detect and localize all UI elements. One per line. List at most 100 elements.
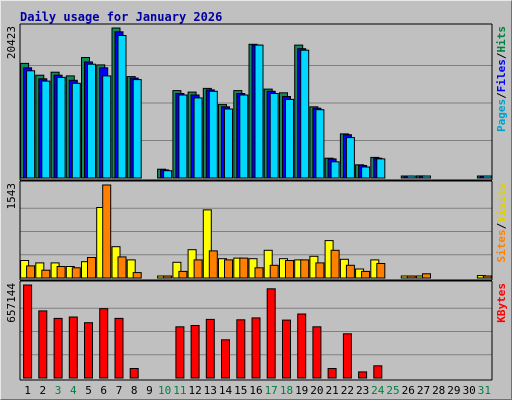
bar-sites-day-27 — [422, 273, 431, 279]
bar-pages-day-23 — [361, 166, 371, 179]
bar-pages-day-5 — [87, 63, 96, 179]
bar-pages-day-20 — [315, 109, 325, 179]
x-tick-label-day-14: 14 — [219, 384, 233, 397]
bar-pages-day-17 — [269, 93, 279, 179]
bar-sites-day-19 — [300, 259, 310, 279]
bar-sites-day-2 — [41, 269, 51, 279]
bar-sites-day-24 — [376, 263, 386, 279]
panel-visits-legend: Sites/Visits — [495, 183, 508, 263]
panel-hits-ymax-label: 20423 — [5, 26, 18, 59]
bar-kbytes-day-8 — [129, 368, 139, 379]
bar-sites-day-12 — [193, 259, 203, 279]
bar-kbytes-day-4 — [68, 316, 78, 379]
bar-pages-day-22 — [345, 137, 355, 179]
series-visits — [20, 207, 486, 279]
bar-pages-day-3 — [56, 76, 66, 179]
panel-kbytes: 657144 KBytes — [5, 280, 508, 381]
bar-kbytes-day-24 — [373, 365, 383, 379]
bar-kbytes-day-22 — [342, 333, 352, 379]
bar-kbytes-day-2 — [38, 310, 48, 379]
x-tick-label-day-29: 29 — [447, 384, 460, 397]
bar-sites-day-18 — [285, 260, 294, 279]
bar-pages-day-10 — [163, 170, 173, 179]
legend-entry-visits: Visits — [495, 183, 508, 223]
bar-kbytes-day-15 — [236, 319, 246, 379]
bar-pages-day-4 — [71, 82, 81, 179]
series-sites — [26, 184, 492, 279]
x-tick-label-day-4: 4 — [70, 384, 77, 397]
bar-sites-day-11 — [178, 270, 188, 279]
x-tick-label-day-26: 26 — [402, 384, 415, 397]
x-tick-label-day-22: 22 — [341, 384, 354, 397]
bar-kbytes-day-19 — [297, 313, 307, 379]
bar-kbytes-day-6 — [99, 308, 109, 379]
x-tick-label-day-20: 20 — [310, 384, 323, 397]
x-tick-label-day-30: 30 — [463, 384, 476, 397]
bar-kbytes-day-5 — [84, 322, 93, 379]
x-tick-label-day-27: 27 — [417, 384, 430, 397]
legend-entry-sites: Sites — [495, 229, 508, 262]
bar-kbytes-day-14 — [221, 339, 230, 379]
bar-pages-day-19 — [300, 49, 310, 179]
bar-kbytes-day-20 — [312, 326, 322, 379]
x-tick-label-day-1: 1 — [24, 384, 31, 397]
bar-kbytes-day-18 — [282, 319, 291, 379]
bar-pages-day-15 — [239, 94, 249, 179]
bar-sites-day-23 — [361, 270, 371, 279]
bar-kbytes-day-1 — [23, 284, 33, 379]
x-tick-label-day-10: 10 — [158, 384, 171, 397]
bar-sites-day-20 — [315, 262, 325, 279]
bar-pages-day-13 — [208, 90, 218, 179]
bar-visits-day-8 — [126, 259, 136, 279]
x-tick-label-day-9: 9 — [146, 384, 153, 397]
panel-hits-legend: Pages/Files/Hits — [495, 26, 508, 132]
bar-pages-day-2 — [41, 80, 51, 179]
x-tick-label-day-2: 2 — [39, 384, 46, 397]
bar-pages-day-12 — [193, 97, 203, 179]
x-tick-label-day-16: 16 — [249, 384, 262, 397]
bar-pages-day-11 — [178, 94, 188, 179]
bar-pages-day-31 — [482, 175, 492, 179]
bar-sites-day-4 — [71, 267, 81, 279]
bar-sites-day-17 — [269, 264, 279, 279]
bar-kbytes-day-16 — [251, 317, 261, 379]
bar-kbytes-day-23 — [358, 371, 368, 379]
bar-sites-day-3 — [56, 266, 66, 279]
bar-sites-day-14 — [224, 259, 233, 279]
x-tick-label-day-11: 11 — [173, 384, 186, 397]
bar-pages-day-26 — [406, 175, 416, 179]
bar-kbytes-day-3 — [53, 317, 63, 379]
bar-sites-day-26 — [406, 275, 416, 279]
x-tick-label-day-15: 15 — [234, 384, 247, 397]
bar-pages-day-21 — [330, 161, 340, 179]
bar-pages-day-16 — [254, 44, 264, 179]
panel-visits-ymax-label: 1543 — [5, 183, 18, 210]
legend-entry-kbytes: KBytes — [495, 283, 508, 323]
bar-sites-day-21 — [330, 249, 340, 279]
bar-kbytes-day-21 — [327, 368, 337, 379]
series-kbytes — [23, 284, 383, 379]
bar-pages-day-18 — [285, 98, 294, 179]
panel-kbytes-ymax-label: 657144 — [5, 283, 18, 323]
x-tick-label-day-28: 28 — [432, 384, 445, 397]
x-tick-label-day-3: 3 — [55, 384, 62, 397]
legend-separator: / — [495, 52, 508, 59]
bar-visits-day-13 — [202, 209, 212, 279]
bar-sites-day-31 — [482, 275, 492, 279]
x-tick-label-day-7: 7 — [116, 384, 123, 397]
bar-pages-day-24 — [376, 158, 386, 179]
bar-sites-day-6 — [102, 184, 112, 279]
bar-pages-day-27 — [422, 175, 431, 179]
bar-pages-day-7 — [117, 35, 127, 179]
bar-pages-day-14 — [224, 108, 233, 179]
panel-visits: 1543 Sites/Visits — [5, 180, 508, 281]
bar-kbytes-day-17 — [266, 288, 276, 379]
legend-entry-hits: Hits — [495, 26, 508, 53]
bar-pages-day-6 — [102, 75, 112, 179]
panel-kbytes-legend: KBytes — [495, 283, 508, 323]
chart-panels: 20423Pages/Files/Hits1543Sites/Visits657… — [5, 23, 508, 381]
x-tick-label-day-12: 12 — [188, 384, 201, 397]
legend-entry-pages: Pages — [495, 99, 508, 132]
x-tick-label-day-18: 18 — [280, 384, 293, 397]
